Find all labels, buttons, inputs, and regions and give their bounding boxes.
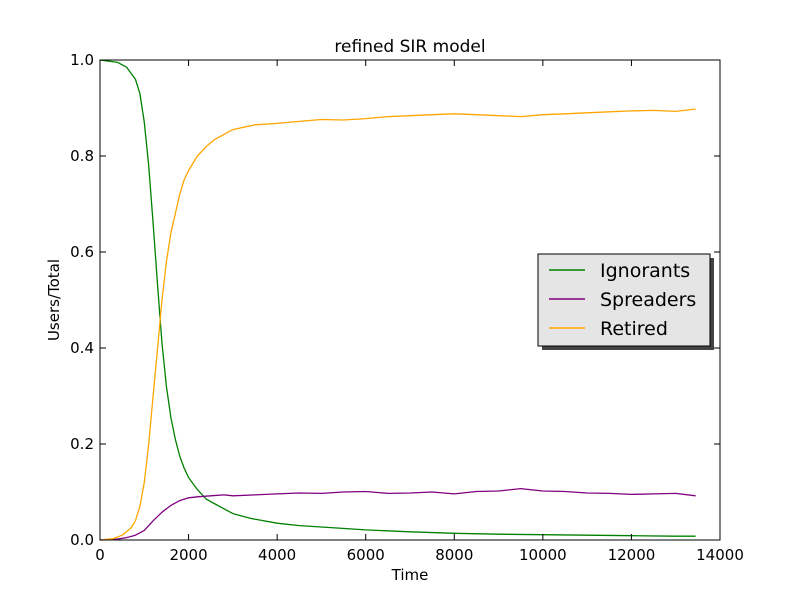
y-tick-label: 0.8 (70, 147, 94, 165)
y-axis-label: Users/Total (45, 259, 63, 341)
legend-label-retired: Retired (600, 318, 668, 340)
series-line-retired (99, 108, 696, 541)
y-tick-label: 0.0 (70, 531, 94, 549)
x-tick-label: 8000 (435, 546, 473, 564)
y-axis: 0.0 0.2 0.4 0.6 0.8 1.0 (70, 51, 720, 549)
legend-label-spreaders: Spreaders (600, 289, 696, 311)
series-line-ignorants (99, 59, 696, 537)
y-tick-label: 0.2 (70, 435, 94, 453)
plot-frame (99, 59, 721, 541)
chart-title: refined SIR model (334, 37, 485, 57)
legend: Ignorants Spreaders Retired (537, 253, 714, 350)
x-tick-label: 14000 (696, 546, 744, 564)
y-tick-label: 0.4 (70, 339, 94, 357)
x-tick-label: 4000 (258, 546, 296, 564)
x-tick-label: 10000 (519, 546, 567, 564)
x-axis: 0 2000 4000 6000 8000 10000 12000 14000 (95, 60, 744, 564)
x-tick-label: 12000 (608, 546, 656, 564)
x-axis-label: Time (391, 566, 429, 584)
legend-items: Ignorants Spreaders Retired (549, 260, 696, 340)
series-layer (99, 59, 696, 541)
x-tick-label: 0 (95, 546, 105, 564)
y-tick-label: 0.6 (70, 243, 94, 261)
legend-label-ignorants: Ignorants (600, 260, 690, 282)
series-line-spreaders (99, 487, 696, 541)
x-tick-label: 2000 (169, 546, 207, 564)
y-tick-label: 1.0 (70, 51, 94, 69)
x-tick-label: 6000 (347, 546, 385, 564)
